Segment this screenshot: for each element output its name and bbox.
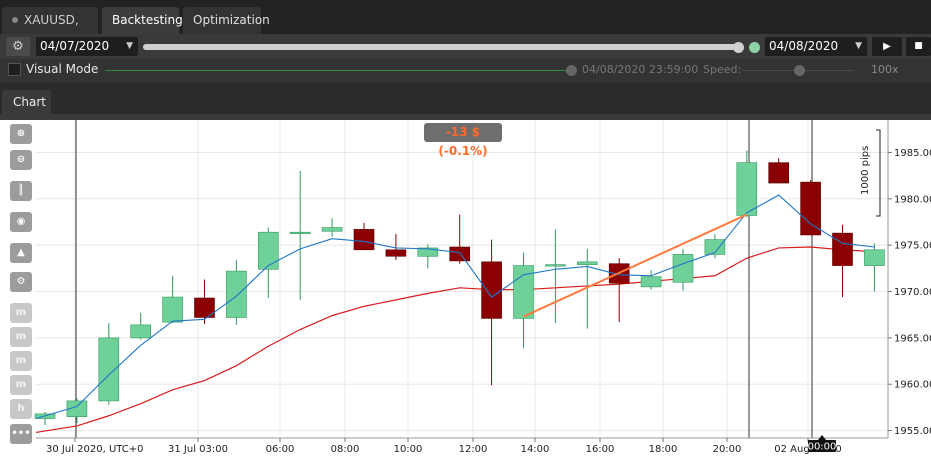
chart-toolbar: ⊕ ⊖ ║ ◉ ▲ ⚙ m m m m h ••• <box>8 122 34 454</box>
candle-bull <box>704 239 726 255</box>
visual-mode-row: Visual Mode 04/08/2020 23:59:00 Speed: 1… <box>0 59 931 82</box>
visual-mode-checkbox[interactable] <box>8 63 21 76</box>
candle-bull <box>576 261 598 265</box>
candle-bull <box>66 400 88 417</box>
fast-moving-average-line <box>35 194 875 420</box>
candle-bear <box>832 232 853 266</box>
candle-bull <box>672 254 694 283</box>
y-tick-label: 1980.00 <box>894 194 931 205</box>
y-tick-label: 1955.00 <box>894 426 931 437</box>
chart-area[interactable]: 1955.00 1960.00 1965.00 1970.00 1975.00 1980.… <box>0 120 931 458</box>
more-options-icon[interactable]: ••• <box>10 424 32 444</box>
candle-bull <box>640 276 662 288</box>
candle-bear <box>768 162 790 184</box>
pips-label: 1000 pips <box>860 145 871 195</box>
progress-fill <box>143 44 739 50</box>
speed-slider-handle[interactable] <box>794 65 805 76</box>
x-tick-label: 12:00 <box>459 444 488 455</box>
candle-bull <box>130 324 151 339</box>
tab-optimization[interactable]: Optimization <box>183 7 270 34</box>
y-tick-label: 1965.00 <box>894 333 931 344</box>
price-chart[interactable]: 1955.00 1960.00 1965.00 1970.00 1975.00 1980.… <box>0 120 931 458</box>
y-tick-label: 1970.00 <box>894 287 931 298</box>
candle-bull <box>864 249 885 266</box>
candle-bull <box>162 296 183 323</box>
x-tick-label: 16:00 <box>586 444 615 455</box>
candle-bull <box>226 270 247 318</box>
zoom-out-icon[interactable]: ⊖ <box>10 150 32 170</box>
x-tick-label: 08:00 <box>331 444 360 455</box>
x-tick-label: 18:00 <box>649 444 678 455</box>
candle-bull <box>417 247 439 257</box>
candle-bull <box>321 227 343 232</box>
x-tick-label: 06:00 <box>266 444 295 455</box>
tab-chart[interactable]: Chart <box>2 90 51 114</box>
chevron-down-icon: ▼ <box>126 41 133 51</box>
chart-settings-icon[interactable]: ⚙ <box>10 272 32 292</box>
gear-icon[interactable]: ⚙ <box>6 37 30 56</box>
pnl-badge: -13 $ (-0.1%) <box>424 123 502 158</box>
crosshair-time-label: 00:00 <box>808 442 837 453</box>
stop-button[interactable]: ■ <box>906 37 931 56</box>
candle-bull <box>736 162 758 216</box>
timeframe-m1-icon[interactable]: m <box>10 303 32 323</box>
color-palette-icon[interactable]: ◉ <box>10 212 32 232</box>
speed-value: 100x <box>871 63 899 76</box>
chart-tabbar: Chart <box>0 82 931 114</box>
stop-icon: ■ <box>914 41 923 51</box>
trade-line <box>523 213 748 318</box>
crosshair-label-bg <box>808 440 836 452</box>
candle-bull <box>257 231 279 270</box>
date-to-value: 04/08/2020 <box>769 39 839 53</box>
candle-bull <box>289 231 311 234</box>
visual-mode-handle[interactable] <box>566 65 577 76</box>
x-tick-label: 14:00 <box>521 444 550 455</box>
play-button[interactable]: ▶ <box>872 37 902 56</box>
chevron-down-icon: ▼ <box>855 41 862 51</box>
zoom-in-icon[interactable]: ⊕ <box>10 124 32 144</box>
date-to-select[interactable]: 04/08/2020 ▼ <box>765 37 867 56</box>
candle-bear <box>353 229 375 251</box>
pips-bracket <box>876 129 881 217</box>
x-tick-label: 31 Jul 03:00 <box>168 444 228 455</box>
y-tick-label: 1985.00 <box>894 148 931 159</box>
chart-header-strip <box>0 114 931 120</box>
x-tick-label: 10:00 <box>394 444 423 455</box>
speed-label: Speed: <box>703 63 742 76</box>
x-tick-label: 20:00 <box>713 444 742 455</box>
tab-instrument[interactable]: XAUUSD, h1 <box>2 7 98 54</box>
candle-bear <box>481 261 502 319</box>
crosshair-pointer-icon <box>818 435 826 440</box>
status-dot-icon <box>12 17 18 23</box>
y-tick-label: 1975.00 <box>894 241 931 252</box>
top-tabbar: XAUUSD, h1 Backtesting Optimization <box>0 0 931 54</box>
visual-mode-track[interactable] <box>105 70 567 71</box>
tab-backtesting[interactable]: Backtesting <box>102 7 183 34</box>
play-icon: ▶ <box>883 41 891 52</box>
candlestick-icon[interactable]: ║ <box>10 181 32 201</box>
date-from-value: 04/07/2020 <box>40 39 110 53</box>
backtest-controls-row: ⚙ 04/07/2020 ▼ 04/08/2020 ▼ ▶ ■ <box>0 34 931 59</box>
candle-bull <box>98 337 120 402</box>
timeframe-m5-icon[interactable]: m <box>10 327 32 347</box>
candle-bear <box>449 246 471 262</box>
candle-bear <box>800 181 821 236</box>
date-from-select[interactable]: 04/07/2020 ▼ <box>36 37 138 56</box>
progress-end-handle[interactable] <box>733 42 744 53</box>
chart-template-icon[interactable]: ▲ <box>10 243 32 263</box>
backtest-progress-bar[interactable] <box>143 44 739 50</box>
candle-bull <box>545 264 566 267</box>
timeframe-h1-icon[interactable]: h <box>10 399 32 419</box>
x-tick-label: 30 Jul 2020, UTC+0 <box>46 444 144 455</box>
candle-bear <box>385 249 407 257</box>
visual-mode-label: Visual Mode <box>26 62 99 76</box>
slow-moving-average-line <box>35 246 875 434</box>
candle-bear <box>194 297 215 318</box>
timeframe-m30-icon[interactable]: m <box>10 375 32 395</box>
progress-status-indicator <box>749 42 760 53</box>
timeframe-m15-icon[interactable]: m <box>10 351 32 371</box>
y-tick-label: 1960.00 <box>894 380 931 391</box>
visual-mode-time: 04/08/2020 23:59:00 <box>582 63 699 76</box>
